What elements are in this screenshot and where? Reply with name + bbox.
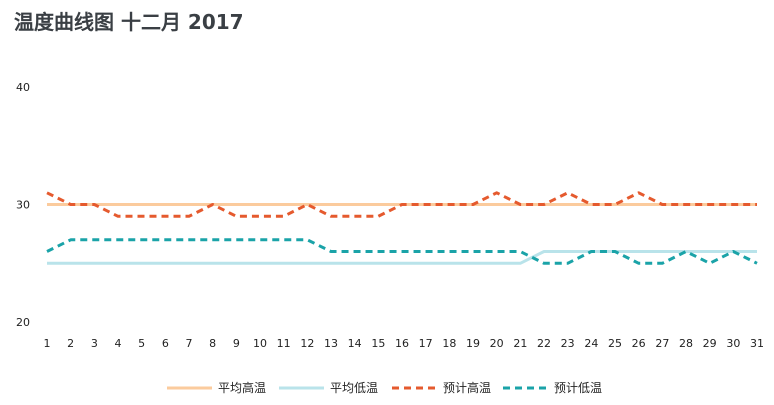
legend[interactable]: 平均高温 平均低温 预计高温 预计低温: [167, 380, 602, 395]
x-tick-label: 11: [277, 337, 291, 350]
x-tick-label: 15: [371, 337, 385, 350]
series-line-2: [47, 250, 757, 265]
legend-label: 平均低温: [330, 381, 378, 395]
x-tick-label: 6: [162, 337, 169, 350]
x-tick-label: 21: [513, 337, 527, 350]
y-tick-label: 40: [16, 81, 30, 94]
chart-title: 温度曲线图 十二月 2017: [14, 10, 244, 34]
x-tick-label: 25: [608, 337, 622, 350]
x-tick-label: 13: [324, 337, 338, 350]
legend-label: 预计低温: [554, 381, 602, 395]
legend-item-2[interactable]: 平均低温: [279, 381, 378, 395]
x-axis-ticks: 1 2 3 4 5 6 7 8 9 10 11 12 13 14 15 16 17 18 19 20 21 22 23 24 2…: [44, 337, 765, 350]
x-tick-label: 31: [750, 337, 764, 350]
x-tick-label: 28: [679, 337, 693, 350]
x-tick-label: 10: [253, 337, 267, 350]
x-tick-label: 20: [490, 337, 504, 350]
y-tick-label: 30: [16, 199, 30, 212]
x-tick-label: 16: [395, 337, 409, 350]
y-tick-label: 20: [16, 316, 30, 329]
x-tick-label: 14: [348, 337, 362, 350]
x-tick-label: 29: [703, 337, 717, 350]
x-tick-label: 27: [655, 337, 669, 350]
x-tick-label: 9: [233, 337, 240, 350]
legend-label: 预计高温: [443, 380, 491, 395]
x-tick-label: 18: [442, 337, 456, 350]
legend-item-3[interactable]: 预计高温: [392, 380, 491, 395]
legend-item-4[interactable]: 预计低温: [503, 381, 602, 395]
y-axis-ticks: 20 30 40: [16, 81, 30, 329]
x-tick-label: 3: [91, 337, 98, 350]
legend-label: 平均高温: [218, 380, 266, 395]
series-line-4: [46, 238, 758, 265]
x-tick-label: 7: [186, 337, 193, 350]
x-tick-label: 4: [115, 337, 122, 350]
series-line-3: [46, 191, 757, 218]
x-tick-label: 30: [726, 337, 740, 350]
x-tick-label: 26: [632, 337, 646, 350]
x-tick-label: 17: [419, 337, 433, 350]
x-tick-label: 8: [209, 337, 216, 350]
legend-item-1[interactable]: 平均高温: [167, 380, 266, 395]
x-tick-label: 12: [300, 337, 314, 350]
x-tick-label: 1: [44, 337, 51, 350]
x-tick-label: 22: [537, 337, 551, 350]
x-tick-label: 23: [561, 337, 575, 350]
x-tick-label: 19: [466, 337, 480, 350]
series-lines: [46, 191, 758, 265]
x-tick-label: 24: [584, 337, 598, 350]
x-tick-label: 5: [138, 337, 145, 350]
x-tick-label: 2: [67, 337, 74, 350]
